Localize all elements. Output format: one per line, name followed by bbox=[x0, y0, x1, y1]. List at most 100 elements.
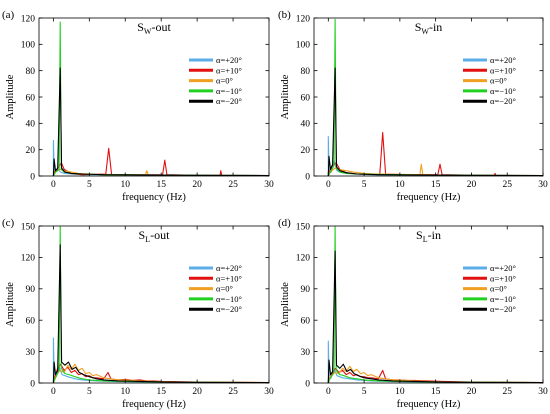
plot-area bbox=[327, 18, 543, 176]
legend-label: α=+10° bbox=[216, 273, 242, 283]
legend-label: α=−10° bbox=[216, 294, 242, 304]
legend-label: α=+10° bbox=[216, 65, 242, 75]
plot-area bbox=[327, 226, 543, 383]
panel-letter: (b) bbox=[278, 9, 291, 21]
chart-panel-1: 0 5 10 15 20 25 30 0 20 40 60 80 100 120 frequency (Hz… bbox=[2, 9, 274, 203]
series-line-5 bbox=[52, 244, 269, 383]
panel-title: SL-in bbox=[416, 228, 441, 244]
y-tick-label: 120 bbox=[296, 254, 311, 264]
legend-label: α=+20° bbox=[490, 55, 516, 65]
y-tick-label: 60 bbox=[26, 93, 36, 103]
y-tick-label: 60 bbox=[301, 93, 311, 103]
y-axis-label: Amplitude bbox=[280, 282, 291, 327]
y-tick-label: 0 bbox=[305, 172, 310, 182]
x-tick-label: 10 bbox=[395, 387, 405, 397]
chart-panel-3: 0 5 10 15 20 25 30 0 30 60 90 120 150 frequency (Hz) A… bbox=[2, 217, 274, 410]
y-tick-label: 20 bbox=[26, 146, 36, 156]
x-tick-label: 5 bbox=[87, 387, 92, 397]
legend-label: α=−10° bbox=[490, 86, 516, 96]
y-axis-label: Amplitude bbox=[5, 282, 16, 327]
y-tick-label: 120 bbox=[21, 14, 36, 24]
x-tick-label: 10 bbox=[121, 180, 131, 190]
series-line-5 bbox=[52, 67, 269, 176]
legend: α=+20°α=+10°α=0°α=−10°α=−20° bbox=[463, 55, 516, 106]
y-tick-label: 40 bbox=[26, 120, 36, 130]
series-line-1 bbox=[327, 135, 543, 176]
series-line-2 bbox=[327, 132, 543, 176]
legend-label: α=0° bbox=[216, 76, 233, 86]
x-tick-label: 15 bbox=[431, 180, 441, 190]
x-tick-label: 20 bbox=[192, 387, 202, 397]
x-axis-label: frequency (Hz) bbox=[397, 192, 461, 203]
series-line-5 bbox=[327, 67, 543, 176]
legend: α=+20°α=+10°α=0°α=−10°α=−20° bbox=[463, 263, 516, 314]
legend-label: α=+10° bbox=[490, 65, 516, 75]
x-tick-label: 20 bbox=[467, 180, 477, 190]
x-tick-label: 20 bbox=[467, 387, 477, 397]
y-axis-label: Amplitude bbox=[280, 74, 291, 119]
x-tick-label: 15 bbox=[156, 180, 166, 190]
series-line-5 bbox=[327, 250, 543, 383]
y-tick-label: 80 bbox=[301, 67, 311, 77]
x-tick-label: 5 bbox=[362, 387, 367, 397]
x-axis-label: frequency (Hz) bbox=[397, 399, 461, 410]
legend-label: α=+10° bbox=[490, 273, 516, 283]
y-tick-label: 120 bbox=[21, 254, 36, 264]
panel-title: SL-out bbox=[139, 228, 171, 244]
x-tick-label: 15 bbox=[156, 387, 166, 397]
x-tick-label: 30 bbox=[538, 180, 548, 190]
legend-label: α=0° bbox=[490, 284, 507, 294]
legend-label: α=0° bbox=[216, 284, 233, 294]
legend-label: α=+20° bbox=[490, 263, 516, 273]
panel-letter: (c) bbox=[2, 217, 15, 229]
legend-label: α=−20° bbox=[490, 304, 516, 314]
y-tick-label: 120 bbox=[296, 14, 311, 24]
y-tick-label: 90 bbox=[26, 285, 36, 295]
y-tick-label: 0 bbox=[30, 379, 35, 389]
y-tick-label: 40 bbox=[301, 120, 311, 130]
legend-label: α=+20° bbox=[216, 55, 242, 65]
x-axis-label: frequency (Hz) bbox=[122, 399, 186, 410]
y-tick-label: 150 bbox=[21, 222, 36, 232]
y-tick-label: 60 bbox=[26, 317, 36, 327]
x-tick-label: 30 bbox=[264, 387, 274, 397]
chart-panel-2: 0 5 10 15 20 25 30 0 20 40 60 80 100 120 frequency (Hz… bbox=[278, 9, 548, 203]
x-tick-label: 15 bbox=[431, 387, 441, 397]
x-tick-label: 0 bbox=[51, 387, 56, 397]
panel-title: SW-in bbox=[415, 20, 443, 36]
legend: α=+20°α=+10°α=0°α=−10°α=−20° bbox=[189, 263, 242, 314]
y-tick-label: 30 bbox=[301, 348, 311, 358]
legend-label: α=−20° bbox=[490, 96, 516, 106]
y-tick-label: 20 bbox=[301, 146, 311, 156]
panel-letter: (d) bbox=[278, 217, 291, 229]
legend-label: α=−20° bbox=[216, 96, 242, 106]
x-tick-label: 5 bbox=[362, 180, 367, 190]
x-tick-label: 0 bbox=[326, 387, 331, 397]
y-tick-label: 150 bbox=[296, 222, 311, 232]
axes-frame bbox=[38, 225, 270, 384]
x-tick-label: 25 bbox=[502, 387, 512, 397]
y-tick-label: 0 bbox=[30, 172, 35, 182]
plot-area bbox=[52, 226, 269, 383]
x-tick-label: 30 bbox=[538, 387, 548, 397]
plot-area bbox=[52, 21, 269, 176]
panel-letter: (a) bbox=[2, 9, 15, 21]
y-tick-label: 100 bbox=[21, 41, 36, 51]
legend-label: α=−10° bbox=[490, 294, 516, 304]
x-tick-label: 30 bbox=[264, 180, 274, 190]
y-tick-label: 0 bbox=[305, 379, 310, 389]
x-tick-label: 0 bbox=[51, 180, 56, 190]
x-tick-label: 5 bbox=[87, 180, 92, 190]
y-axis-label: Amplitude bbox=[5, 74, 16, 119]
y-tick-label: 100 bbox=[296, 41, 311, 51]
x-tick-label: 10 bbox=[395, 180, 405, 190]
y-tick-label: 30 bbox=[26, 348, 36, 358]
x-tick-label: 10 bbox=[121, 387, 131, 397]
axes-frame bbox=[313, 225, 544, 384]
panel-title: SW-out bbox=[137, 20, 171, 36]
y-tick-label: 60 bbox=[301, 317, 311, 327]
series-line-1 bbox=[52, 139, 269, 176]
x-axis-label: frequency (Hz) bbox=[122, 192, 186, 203]
series-line-2 bbox=[52, 147, 269, 176]
